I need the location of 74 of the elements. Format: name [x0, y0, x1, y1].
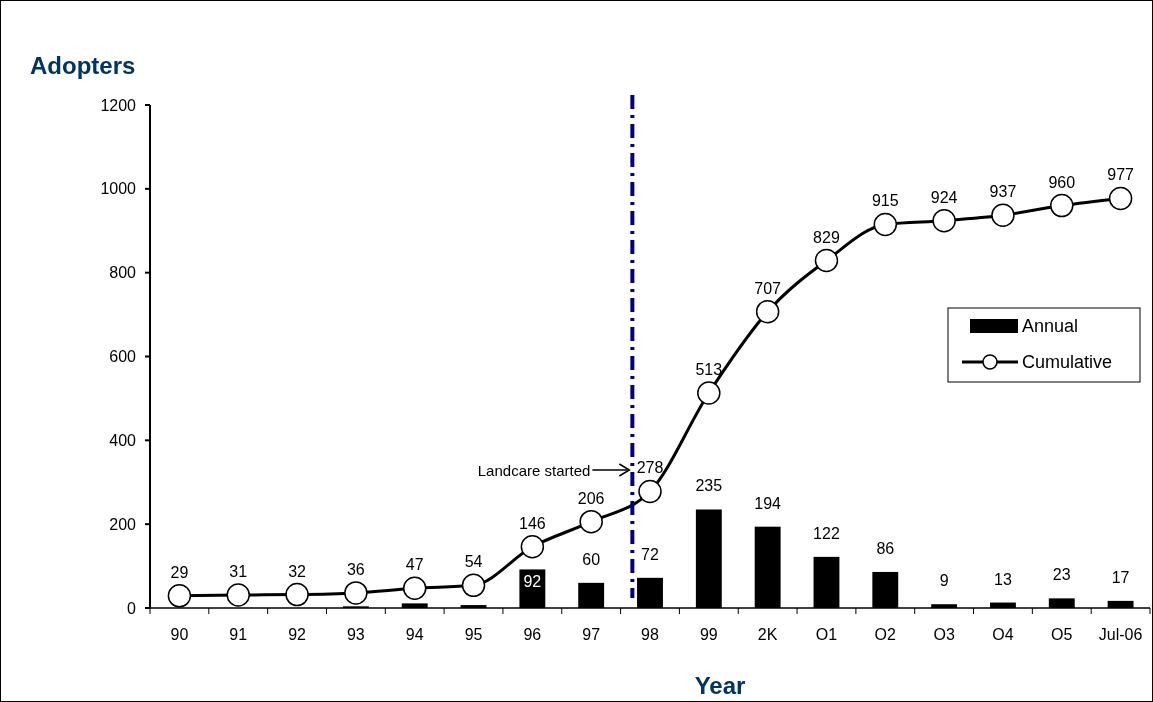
data-label: 122 — [813, 524, 840, 542]
point — [579, 509, 603, 534]
x-tick-label: 97 — [582, 626, 601, 643]
data-label: 278 — [636, 459, 664, 477]
data-label: 9 — [939, 572, 949, 590]
point — [932, 208, 956, 233]
data-label: 29 — [170, 563, 189, 581]
point — [814, 248, 839, 273]
point — [991, 203, 1015, 227]
data-label: 17 — [1111, 568, 1130, 586]
x-tick-label: O2 — [874, 626, 897, 643]
data-label: 937 — [989, 183, 1017, 201]
x-tick-label: O1 — [815, 626, 838, 643]
point — [167, 584, 192, 608]
x-axis-title: Year — [694, 672, 746, 699]
point — [638, 479, 662, 504]
data-label: 960 — [1048, 173, 1076, 191]
point — [873, 212, 898, 237]
x-tick-label: 2K — [757, 626, 778, 643]
x-tick-label: 91 — [229, 626, 248, 643]
x-tick-label: 90 — [170, 626, 189, 643]
point — [402, 576, 427, 601]
y-tick-label: 1000 — [100, 180, 137, 198]
point — [344, 581, 368, 605]
y-tick-label: 1200 — [100, 96, 137, 114]
point — [285, 582, 309, 607]
data-label: 206 — [577, 489, 605, 507]
data-label: 31 — [229, 563, 248, 581]
data-label: 92 — [523, 573, 542, 591]
ref-line-label: Landcare started — [477, 462, 591, 479]
point — [1108, 186, 1133, 211]
x-tick-label: 92 — [288, 626, 307, 643]
point — [755, 299, 780, 324]
x-tick-label: O5 — [1051, 626, 1073, 643]
y-axis-title: Adopters — [30, 52, 136, 79]
data-label: 915 — [871, 192, 899, 210]
legend-label: Annual — [1022, 316, 1079, 337]
point — [520, 535, 545, 559]
data-label: 924 — [930, 188, 958, 206]
point — [461, 573, 486, 598]
x-tick-label: Jul-06 — [1098, 626, 1143, 643]
data-label: 60 — [582, 550, 601, 568]
x-tick-label: 93 — [346, 626, 365, 643]
x-tick-label: 96 — [523, 626, 542, 643]
y-tick-label: 800 — [109, 264, 137, 282]
x-tick-label: O3 — [933, 626, 955, 643]
x-tick-label: 99 — [699, 626, 718, 643]
data-label: 54 — [464, 553, 483, 571]
data-label: 513 — [695, 360, 723, 378]
data-label: 194 — [754, 494, 782, 512]
x-tick-label: O4 — [992, 626, 1014, 643]
y-tick-label: 200 — [109, 515, 137, 533]
point — [226, 583, 250, 607]
data-label: 13 — [994, 570, 1012, 588]
y-tick-label: 600 — [109, 348, 137, 366]
data-label: 72 — [641, 545, 659, 563]
point — [1050, 193, 1074, 218]
data-label: 86 — [876, 539, 895, 557]
y-tick-label: 0 — [127, 599, 137, 617]
data-label: 36 — [346, 560, 365, 578]
point — [697, 381, 721, 405]
x-tick-label: 95 — [464, 626, 483, 643]
data-label: 707 — [754, 279, 782, 297]
data-label: 23 — [1052, 566, 1071, 584]
data-label: 47 — [405, 556, 424, 574]
data-label: 977 — [1107, 166, 1135, 184]
y-tick-label: 400 — [109, 431, 137, 449]
x-tick-label: 98 — [641, 626, 659, 643]
data-label: 32 — [288, 562, 307, 580]
legend-label: Cumulative — [1022, 352, 1113, 373]
data-label: 829 — [813, 228, 840, 246]
data-label: 235 — [695, 477, 723, 495]
x-tick-label: 94 — [405, 626, 424, 643]
data-label: 146 — [519, 514, 546, 532]
